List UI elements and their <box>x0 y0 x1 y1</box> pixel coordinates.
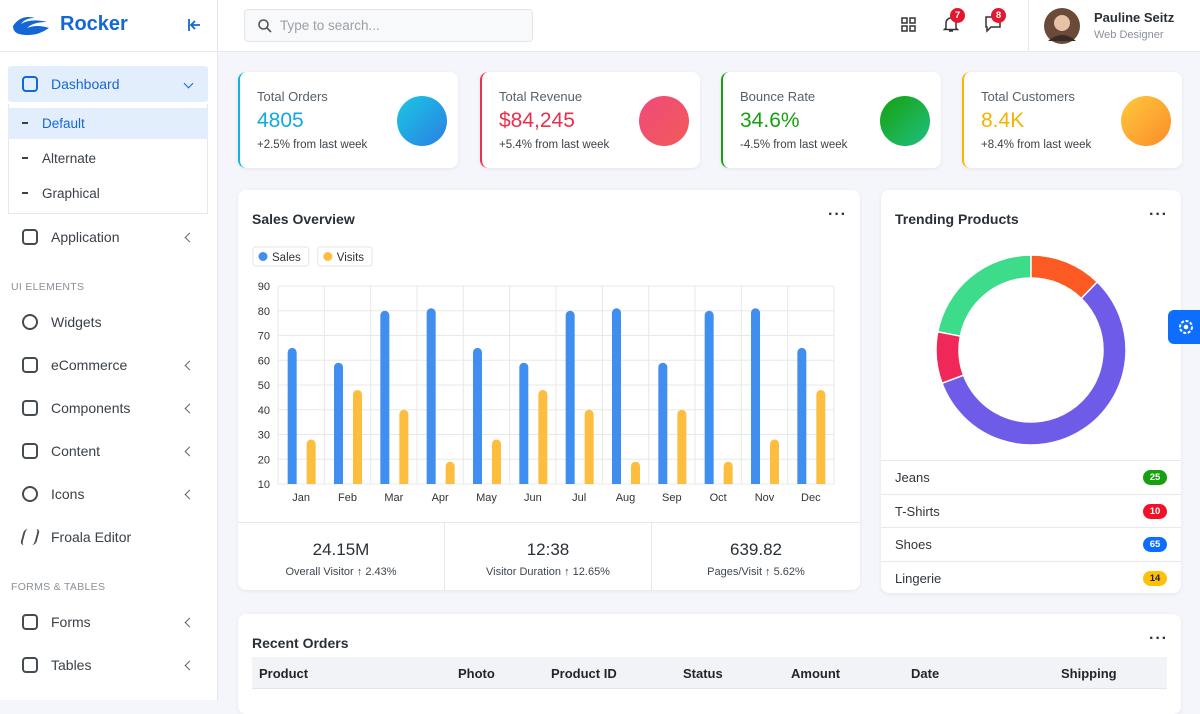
product-row: Shoes 65 <box>881 527 1181 560</box>
brand-name: Rocker <box>60 13 128 35</box>
column-header: Status <box>683 666 723 681</box>
submenu-box <box>8 104 208 214</box>
menu-item[interactable]: Froala Editor <box>19 527 131 547</box>
product-name: T-Shirts <box>895 503 940 519</box>
topbar: Type to search... 7 8 Pauline Seitz Web … <box>218 0 1200 52</box>
stat-title: Total Customers <box>981 89 1075 104</box>
stat-value: 8.4K <box>981 109 1025 132</box>
product-count: 65 <box>1143 537 1167 552</box>
more-button[interactable]: ··· <box>1149 630 1168 647</box>
stat-value: 34.6% <box>740 109 800 132</box>
column-header: Product <box>259 666 309 681</box>
menu-item[interactable]: Forms <box>22 612 91 632</box>
user-avatar[interactable] <box>1043 7 1081 45</box>
sidebar: Rocker Dashboard Default Alternate Graph… <box>0 0 218 700</box>
stat-change: -4.5% from last week <box>740 139 848 151</box>
card-title: Recent Orders <box>252 635 349 651</box>
column-header: Amount <box>791 666 841 681</box>
product-row: Lingerie 14 <box>881 560 1181 594</box>
menu-item[interactable]: Application <box>22 227 120 247</box>
summary-item: 24.15M Overall Visitor ↑ 2.43% <box>238 523 445 590</box>
submenu-item[interactable]: Graphical <box>22 184 100 202</box>
product-name: Lingerie <box>895 570 942 586</box>
brand-logo <box>13 17 49 36</box>
section-title: UI ELEMENTS <box>11 281 85 293</box>
product-count: 10 <box>1143 503 1167 519</box>
collapse-button[interactable] <box>186 17 202 33</box>
menu-item[interactable]: Content <box>22 441 100 461</box>
menu-item[interactable]: Components <box>22 398 130 418</box>
more-button[interactable]: ··· <box>828 206 847 223</box>
menu-item[interactable]: Icons <box>22 484 84 504</box>
search-placeholder: Type to search... <box>280 18 380 33</box>
stat-title: Total Orders <box>257 89 328 104</box>
section-title: FORMS & TABLES <box>11 581 106 593</box>
product-row: T-Shirts 10 <box>881 493 1181 527</box>
card-title: Sales Overview <box>252 211 355 227</box>
apps-icon[interactable] <box>901 17 917 33</box>
active-menu-bg <box>8 66 208 102</box>
product-name: Shoes <box>895 537 932 552</box>
more-button[interactable]: ··· <box>1149 206 1168 223</box>
product-count: 14 <box>1143 570 1167 586</box>
settings-button[interactable] <box>1168 310 1200 344</box>
stat-card: Total Customers 8.4K +8.4% from last wee… <box>962 72 1182 168</box>
user-role: Web Designer <box>1094 29 1164 41</box>
stat-change: +8.4% from last week <box>981 139 1092 151</box>
product-row: Jeans 25 <box>881 460 1181 493</box>
user-name: Pauline Seitz <box>1094 10 1175 25</box>
card-title: Trending Products <box>895 211 1019 227</box>
product-count: 25 <box>1143 470 1167 485</box>
stat-value: 4805 <box>257 109 304 132</box>
submenu-item[interactable]: Alternate <box>22 149 96 167</box>
summary-item: 12:38 Visitor Duration ↑ 12.65% <box>445 523 652 590</box>
column-header: Photo <box>458 666 495 681</box>
notifications-badge: 7 <box>950 8 965 23</box>
stat-icon <box>639 96 689 146</box>
menu-item[interactable]: Dashboard <box>22 74 120 94</box>
messages-badge: 8 <box>991 8 1006 23</box>
orders-card: Recent Orders ··· <box>238 614 1181 714</box>
product-name: Jeans <box>895 470 930 485</box>
menu-item[interactable]: Widgets <box>22 312 102 332</box>
submenu-item[interactable]: Default <box>22 114 85 132</box>
stat-icon <box>397 96 447 146</box>
stat-card: Total Revenue $84,245 +5.4% from last we… <box>480 72 700 168</box>
stat-title: Bounce Rate <box>740 89 816 104</box>
stat-card: Bounce Rate 34.6% -4.5% from last week <box>721 72 941 168</box>
stat-change: +5.4% from last week <box>499 139 610 151</box>
table-header <box>252 657 1167 689</box>
stat-icon <box>880 96 930 146</box>
stat-icon <box>1121 96 1171 146</box>
summary-item: 639.82 Pages/Visit ↑ 5.62% <box>707 540 805 578</box>
column-header: Product ID <box>551 666 617 681</box>
column-header: Date <box>911 666 940 681</box>
search-box[interactable]: Type to search... <box>244 9 533 42</box>
menu-item[interactable]: Tables <box>22 655 91 675</box>
stat-title: Total Revenue <box>499 89 583 104</box>
column-header: Shipping <box>1061 666 1117 681</box>
stat-change: +2.5% from last week <box>257 139 368 151</box>
stat-value: $84,245 <box>499 109 575 132</box>
stat-card: Total Orders 4805 +2.5% from last week <box>238 72 458 168</box>
menu-item[interactable]: eCommerce <box>22 355 127 375</box>
